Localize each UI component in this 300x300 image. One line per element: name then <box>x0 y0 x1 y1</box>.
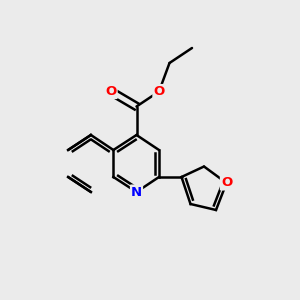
Text: O: O <box>153 85 165 98</box>
Text: O: O <box>105 85 117 98</box>
Text: N: N <box>131 185 142 199</box>
Text: O: O <box>221 176 232 190</box>
